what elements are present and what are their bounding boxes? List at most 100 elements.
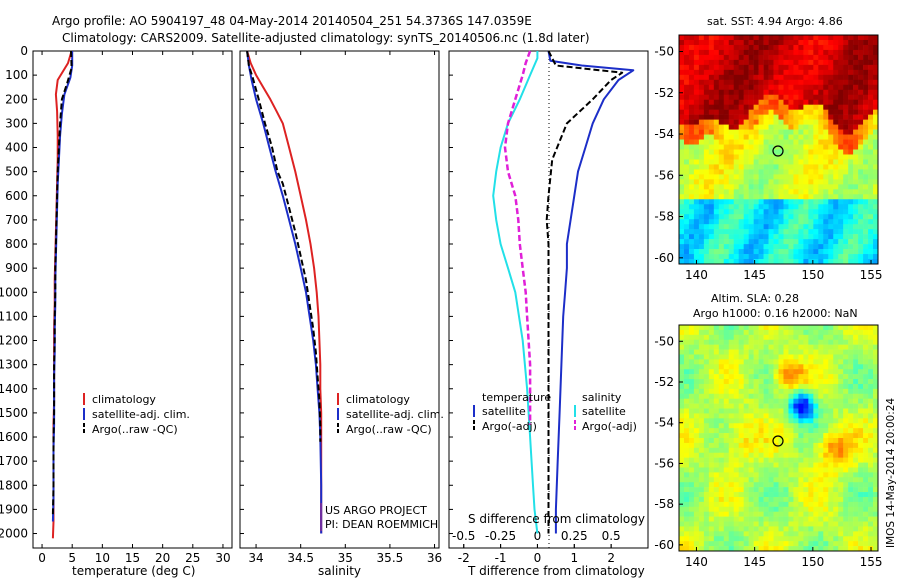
heatmap-cell (858, 487, 864, 493)
heatmap-cell (768, 442, 774, 449)
heatmap-cell (733, 349, 739, 355)
heatmap-cell (708, 169, 715, 175)
heatmap-cell (808, 393, 814, 399)
heatmap-cell (703, 124, 710, 130)
heatmap-cell (708, 379, 715, 385)
heatmap-cell (868, 74, 874, 81)
heatmap-cell (833, 442, 839, 449)
heatmap-cell (679, 159, 685, 165)
heatmap-cell (688, 447, 695, 454)
heatmap-cell (778, 54, 784, 61)
heatmap-cell (853, 403, 859, 409)
heatmap-cell (688, 99, 695, 105)
heatmap-cell (679, 413, 685, 419)
heatmap-cell (733, 487, 739, 493)
heatmap-cell (718, 457, 725, 463)
heatmap-cell (773, 114, 779, 120)
heatmap-cell (738, 209, 744, 215)
heatmap-cell (818, 374, 824, 380)
heatmap-cell (743, 194, 749, 200)
heatmap-cell (788, 374, 794, 380)
heatmap-cell (858, 134, 864, 140)
heatmap-cell (708, 438, 715, 444)
heatmap-cell (763, 408, 769, 414)
heatmap-cell (853, 224, 859, 230)
heatmap-cell (768, 174, 774, 180)
heatmap-cell (818, 418, 824, 424)
heatmap-cell (763, 59, 769, 66)
heatmap-cell (828, 531, 834, 537)
heatmap-cell (748, 388, 754, 395)
heatmap-cell (843, 154, 849, 160)
heatmap-cell (853, 472, 859, 478)
heatmap-cell (708, 64, 715, 71)
heatmap-cell (848, 408, 854, 414)
heatmap-cell (843, 428, 849, 434)
heatmap-cell (743, 134, 749, 140)
lat-tick-label: -50 (654, 334, 674, 348)
heatmap-cell (703, 379, 710, 385)
heatmap-cell (683, 214, 690, 220)
heatmap-cell (863, 224, 869, 230)
heatmap-cell (743, 408, 749, 414)
heatmap-cell (718, 349, 725, 355)
heatmap-cell (858, 492, 864, 498)
heatmap-cell (723, 139, 730, 145)
heatmap-cell (868, 199, 874, 205)
heatmap-cell (828, 129, 834, 135)
heatmap-cell (708, 254, 715, 260)
heatmap-cell (873, 418, 879, 424)
heatmap-cell (773, 134, 779, 140)
heatmap-cell (828, 99, 834, 105)
heatmap-cell (768, 224, 774, 230)
heatmap-cell (818, 154, 824, 160)
heatmap-cell (758, 254, 764, 260)
heatmap-cell (838, 339, 844, 345)
heatmap-cell (798, 413, 804, 419)
heatmap-cell (723, 39, 730, 46)
heatmap-cell (868, 169, 874, 175)
heatmap-cell (733, 184, 739, 190)
heatmap-cell (823, 139, 829, 145)
heatmap-cell (693, 379, 700, 385)
heatmap-cell (733, 129, 739, 135)
heatmap-cell (828, 388, 834, 395)
heatmap-cell (843, 477, 849, 483)
heatmap-cell (708, 457, 715, 463)
heatmap-cell (783, 219, 789, 225)
heatmap-cell (679, 516, 685, 522)
heatmap-cell (778, 388, 784, 395)
heatmap-cell (693, 154, 700, 160)
heatmap-cell (733, 457, 739, 463)
heatmap-cell (738, 364, 744, 370)
heatmap-cell (713, 521, 720, 527)
heatmap-cell (763, 109, 769, 115)
heatmap-cell (743, 144, 749, 150)
heatmap-cell (723, 169, 730, 175)
heatmap-cell (679, 457, 685, 463)
heatmap-cell (748, 536, 754, 542)
heatmap-cell (868, 334, 874, 341)
heatmap-cell (728, 457, 735, 463)
heatmap-cell (703, 511, 710, 517)
heatmap-cell (688, 374, 695, 380)
heatmap-cell (738, 329, 744, 336)
heatmap-cell (778, 536, 784, 542)
heatmap-cell (798, 329, 804, 336)
heatmap-cell (873, 393, 879, 399)
heatmap-cell (863, 467, 869, 473)
heatmap-cell (743, 35, 749, 41)
heatmap-cell (823, 74, 829, 81)
heatmap-cell (698, 442, 705, 449)
heatmap-cell (753, 184, 759, 190)
heatmap-cell (703, 219, 710, 225)
heatmap-cell (743, 244, 749, 250)
heatmap-cell (843, 219, 849, 225)
heatmap-cell (798, 44, 804, 51)
heatmap-cell (778, 179, 784, 185)
heatmap-cell (863, 442, 869, 449)
heatmap-cell (703, 159, 710, 165)
heatmap-cell (698, 526, 705, 532)
heatmap-cell (768, 344, 774, 350)
heatmap-cell (788, 219, 794, 225)
